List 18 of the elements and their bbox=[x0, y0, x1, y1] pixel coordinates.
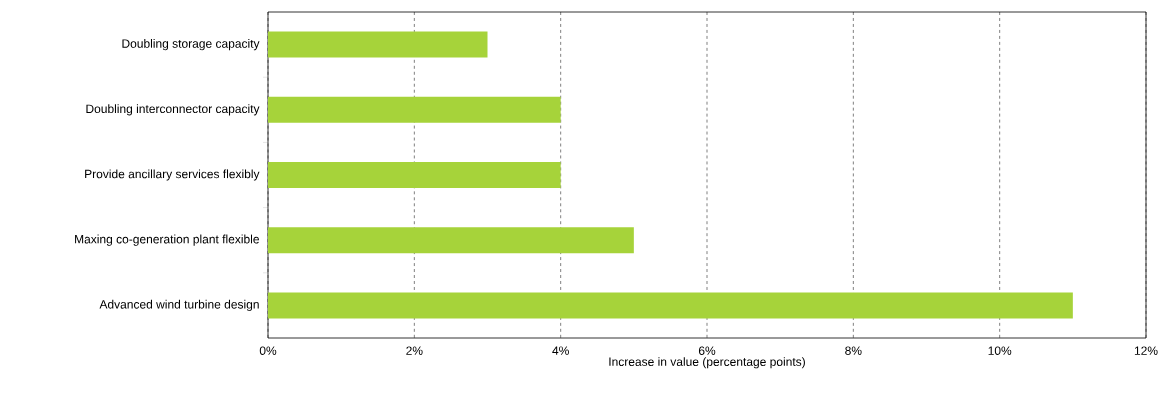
x-tick-label: 4% bbox=[552, 346, 569, 355]
bar bbox=[268, 162, 561, 188]
bar bbox=[268, 31, 488, 58]
y-tick-label: Doubling storage capacity bbox=[122, 39, 260, 51]
bar bbox=[268, 227, 634, 254]
x-tick-label: 2% bbox=[406, 346, 423, 355]
y-tick-label: Maxing co-generation plant flexible bbox=[75, 234, 259, 246]
bar bbox=[268, 96, 561, 123]
y-tick-label: Advanced wind turbine design bbox=[99, 299, 259, 311]
x-tick-label: 10% bbox=[988, 346, 1012, 355]
y-tick-label: Doubling interconnector capacity bbox=[86, 104, 260, 116]
x-tick-label: 6% bbox=[698, 346, 716, 355]
x-tick-label: 8% bbox=[845, 346, 862, 355]
x-tick-label: 12% bbox=[1134, 346, 1158, 355]
x-axis-title: Increase in value (percentage points) bbox=[609, 357, 805, 369]
y-tick-label: Provide ancillary services flexibly bbox=[85, 169, 260, 181]
bar bbox=[268, 292, 1073, 319]
x-tick-label: 0% bbox=[259, 346, 277, 355]
